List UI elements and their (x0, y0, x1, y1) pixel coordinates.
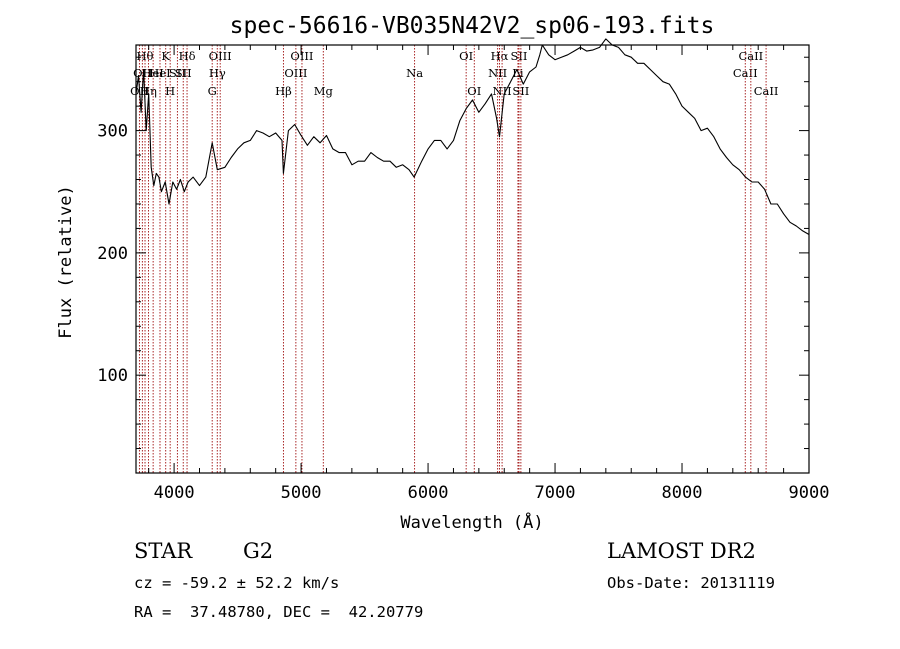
spectral-line-label: K (161, 49, 170, 63)
x-tick-label: 7000 (535, 483, 576, 503)
spectral-line-label: CaII (733, 66, 758, 80)
redshift-velocity: cz = -59.2 ± 52.2 km/s (134, 574, 340, 592)
y-tick-label: 100 (97, 366, 128, 386)
y-tick-label: 300 (97, 122, 128, 142)
spectral-line-label: SII (510, 49, 527, 63)
spectral-line-label: NII (493, 84, 512, 98)
spectral-line-label: NII (488, 66, 507, 80)
spectral-line-label: H (165, 84, 175, 98)
object-subclass: G2 (243, 539, 274, 563)
y-tick-label: 200 (97, 244, 128, 264)
object-class: STAR (134, 539, 193, 563)
spectral-lines: OIIOIIHθHηHeIHeIKHSIISIIHδGHγOIIIHβOIIIO… (130, 45, 778, 473)
spectrum-line (135, 38, 810, 235)
spectral-line-label: OII (133, 66, 152, 80)
spectral-line-label: Hδ (179, 49, 196, 63)
plot-frame (135, 44, 810, 474)
spectral-line-label: SII (175, 66, 192, 80)
x-axis-label: Wavelength (Å) (400, 511, 543, 533)
x-tick-label: 8000 (662, 483, 703, 503)
spectral-line-label: Hθ (137, 49, 154, 63)
spectral-line-label: OIII (290, 49, 313, 63)
spectral-line-label: Na (406, 66, 423, 80)
spectral-line-label: HeI (149, 66, 170, 80)
spectral-line-label: SII (169, 66, 186, 80)
x-tick-label: 4000 (154, 483, 195, 503)
spectral-line-label: OIII (209, 49, 232, 63)
x-tick-label: 6000 (408, 483, 449, 503)
spectral-line-label: CaII (738, 49, 763, 63)
axis-ticks: 4000 5000 6000 7000 8000 9000 100 200 300 (97, 45, 829, 503)
x-tick-label: 5000 (281, 483, 322, 503)
survey-name: LAMOST DR2 (607, 539, 756, 563)
coordinates: RA = 37.48780, DEC = 42.20779 (134, 603, 424, 621)
x-tick-label: 9000 (789, 483, 830, 503)
observation-date: Obs-Date: 20131119 (607, 574, 775, 592)
spectral-line-label: Mg (314, 84, 334, 98)
spectral-line-label: HeI (142, 66, 163, 80)
spectral-line-label: CaII (754, 84, 779, 98)
spectral-line-label: OI (467, 84, 481, 98)
spectral-line-label: SII (512, 84, 529, 98)
y-axis-label: Flux (relative) (56, 185, 76, 339)
spectral-line-label: OIII (284, 66, 307, 80)
spectral-line-label: Hα (491, 49, 509, 63)
spectral-line-label: G (208, 84, 217, 98)
spectrum-series (135, 38, 810, 235)
spectral-line-label: Hγ (209, 66, 226, 80)
spectral-line-label: Hβ (275, 84, 292, 98)
spectral-line-label: OI (459, 49, 473, 63)
chart-title: spec-56616-VB035N42V2_sp06-193.fits (230, 13, 715, 39)
